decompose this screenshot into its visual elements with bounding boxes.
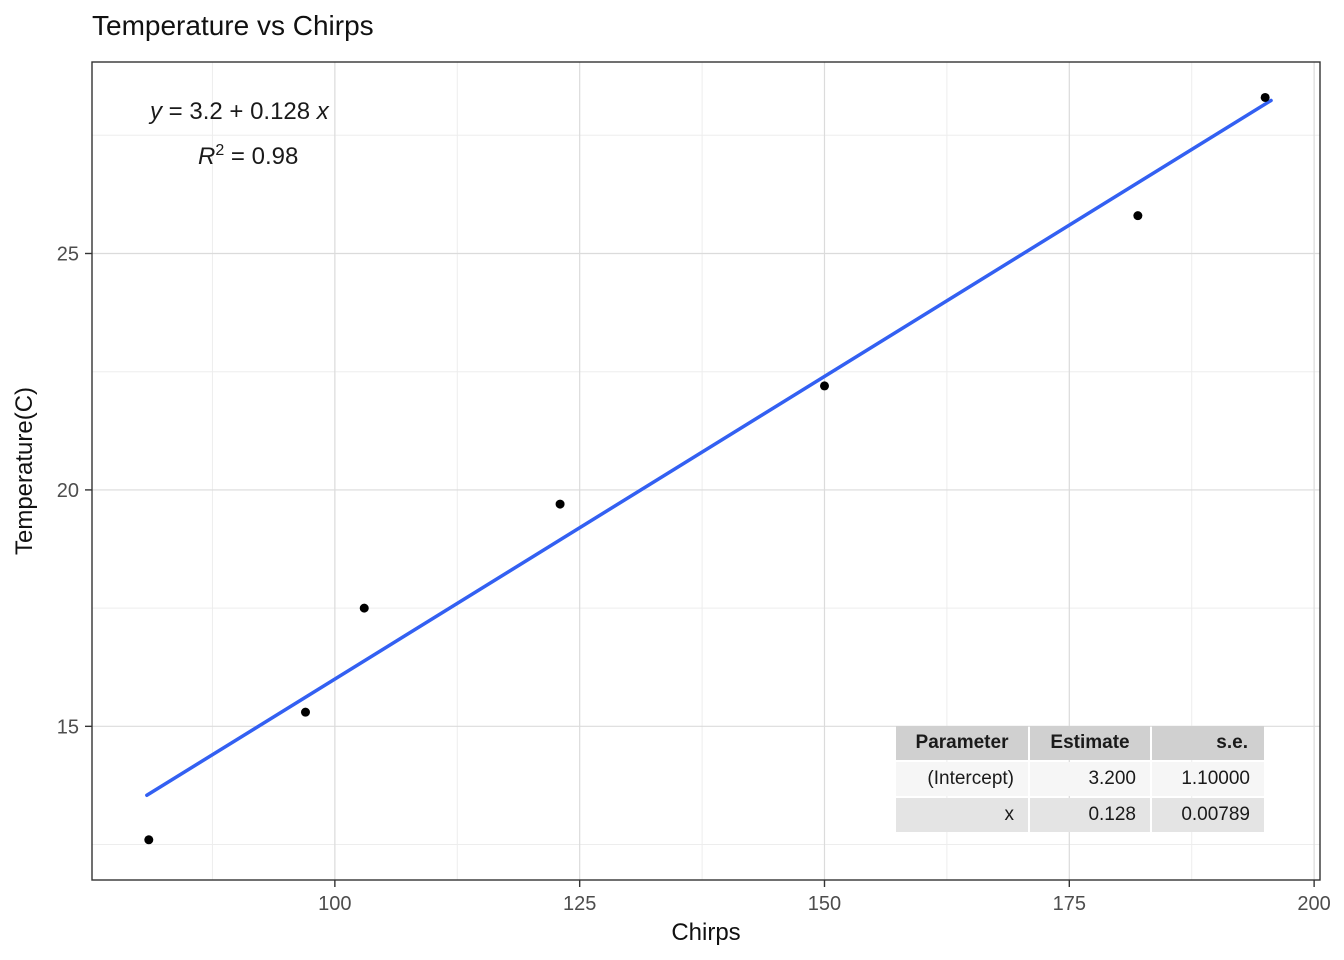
x-axis-title: Chirps (671, 919, 740, 946)
stats-header-row: Parameter Estimate s.e. (896, 726, 1264, 760)
equation-x: x (316, 98, 329, 125)
regression-stats-table: Parameter Estimate s.e. (Intercept) 3.20… (894, 724, 1266, 834)
x-tick-label: 100 (318, 893, 351, 915)
data-point (359, 603, 369, 613)
data-point (555, 499, 565, 509)
data-point (819, 381, 829, 391)
y-tick-label: 15 (57, 716, 79, 738)
stats-cell: x (896, 798, 1028, 832)
data-point (300, 707, 310, 717)
data-point (1260, 92, 1270, 102)
regression-equation: y = 3.2 + 0.128 x (150, 98, 329, 126)
stats-row-intercept: (Intercept) 3.200 1.10000 (896, 762, 1264, 796)
r-squared-symbol: R (198, 143, 216, 170)
stats-header-parameter: Parameter (896, 726, 1028, 760)
stats-cell: 3.200 (1030, 762, 1150, 796)
regression-line (145, 98, 1273, 797)
y-tick-label: 25 (57, 243, 79, 265)
y-tick-label: 20 (57, 480, 79, 502)
stats-cell: 0.128 (1030, 798, 1150, 832)
equation-body: = 3.2 + 0.128 (162, 98, 317, 125)
r-squared-annotation: R2 = 0.98 (198, 142, 298, 171)
stats-cell: 1.10000 (1152, 762, 1264, 796)
x-tick-label: 175 (1053, 893, 1086, 915)
chart-title: Temperature vs Chirps (92, 10, 374, 41)
equation-y: y (150, 98, 162, 125)
panel-border (91, 61, 1321, 881)
y-axis-title: Temperature(C) (11, 387, 38, 555)
stats-cell: (Intercept) (896, 762, 1028, 796)
stats-cell: 0.00789 (1152, 798, 1264, 832)
stats-header-estimate: Estimate (1030, 726, 1150, 760)
stats-header-se: s.e. (1152, 726, 1264, 760)
data-point (144, 835, 154, 845)
r-squared-exponent: 2 (215, 142, 225, 159)
x-tick-label: 150 (808, 893, 841, 915)
x-tick-label: 125 (563, 893, 596, 915)
stats-row-x: x 0.128 0.00789 (896, 798, 1264, 832)
data-point (1133, 211, 1143, 221)
x-tick-label: 200 (1297, 893, 1330, 915)
r-squared-value: = 0.98 (224, 143, 299, 170)
